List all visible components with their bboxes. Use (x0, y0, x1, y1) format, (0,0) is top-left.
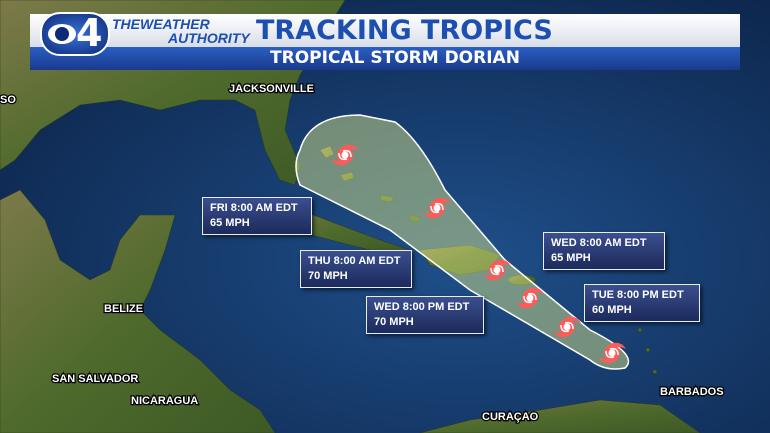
forecast-cone (295, 114, 630, 370)
place-labels: SO JACKSONVILLE BELIZE SAN SALVADOR NICARAGU… (0, 82, 725, 425)
forecast-time: FRI 8:00 AM EDT (210, 202, 298, 214)
forecast-box: TUE 8:00 PM EDT 60 MPH (584, 284, 700, 322)
place-label: SAN SALVADOR (52, 373, 138, 385)
forecast-wind: 60 MPH (592, 304, 632, 316)
forecast-wind: 70 MPH (308, 270, 348, 282)
logo-number: 4 (76, 11, 103, 55)
forecast-wind: 70 MPH (374, 316, 414, 328)
place-label: BELIZE (104, 303, 143, 315)
subtitle-bar: TROPICAL STORM DORIAN (30, 47, 740, 70)
forecast-time: THU 8:00 AM EDT (308, 255, 401, 267)
place-label: BARBADOS (660, 386, 724, 398)
place-label: JACKSONVILLE (229, 83, 314, 95)
place-label: NICARAGUA (131, 395, 198, 407)
forecast-time: WED 8:00 PM EDT (374, 301, 470, 313)
place-label: SO (0, 94, 16, 106)
logo: 4 (40, 11, 110, 56)
brand: AUTHORITY (168, 30, 250, 46)
forecast-box: THU 8:00 AM EDT 70 MPH (300, 250, 412, 288)
cbs-eye (48, 24, 76, 44)
header-bar: THEWEATHER AUTHORITY TRACKING TROPICS (30, 14, 740, 47)
brand: THEWEATHER (112, 16, 210, 32)
place-label: CURAÇAO (482, 411, 539, 423)
subtitle: TROPICAL STORM DORIAN (270, 48, 520, 68)
title: TRACKING TROPICS (256, 15, 553, 46)
forecast-time: TUE 8:00 PM EDT (592, 289, 684, 301)
forecast-wind: 65 MPH (210, 217, 250, 229)
forecast-box: WED 8:00 PM EDT 70 MPH (366, 296, 484, 334)
forecast-wind: 65 MPH (551, 252, 591, 264)
forecast-box: FRI 8:00 AM EDT 65 MPH (202, 197, 312, 235)
forecast-time: WED 8:00 AM EDT (551, 237, 647, 249)
forecast-box: WED 8:00 AM EDT 65 MPH (543, 232, 665, 270)
